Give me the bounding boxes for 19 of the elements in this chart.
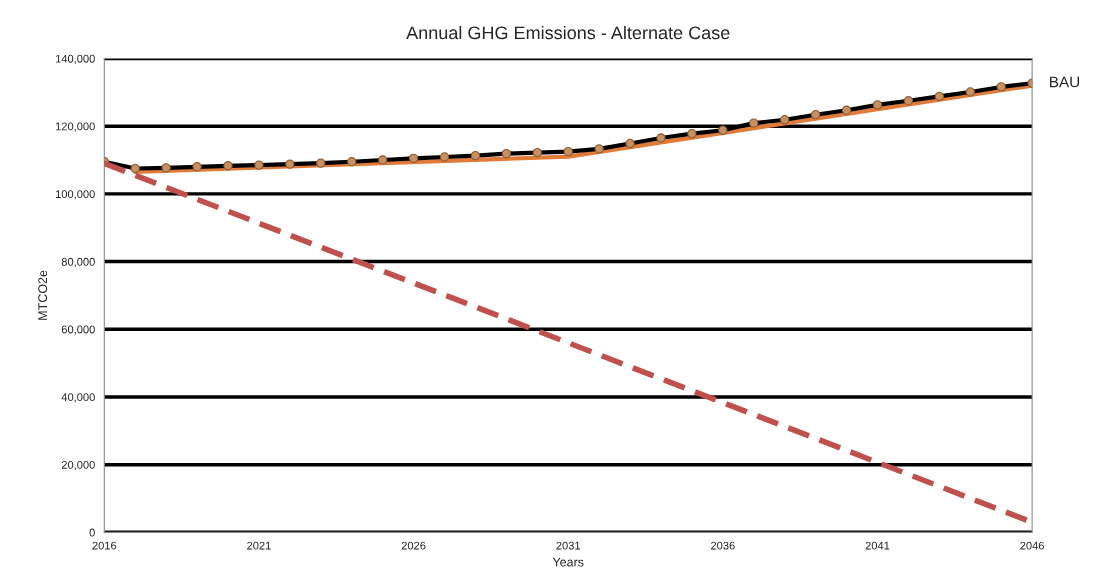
y-tick-label: 140,000 (55, 54, 95, 64)
x-tick-label: 2021 (247, 541, 271, 550)
x-tick-label: 2016 (92, 541, 117, 550)
x-tick-label: 2031 (556, 541, 581, 550)
y-tick-label: 20,000 (61, 460, 95, 471)
y-tick-label: 80,000 (61, 257, 95, 268)
x-tick-label: 2046 (1020, 541, 1044, 550)
y-tick-label: 0 (89, 528, 95, 537)
x-tick-label: 2041 (865, 541, 890, 550)
x-tick-label: 2036 (711, 541, 735, 550)
y-tick-label: 40,000 (61, 393, 95, 403)
y-tick-label: 100,000 (55, 190, 95, 200)
y-tick-label: 60,000 (61, 325, 95, 335)
x-axis-title: Years (552, 557, 584, 567)
chart-title: Annual GHG Emissions - Alternate Case (406, 25, 730, 40)
y-axis-title: MTCO2e (38, 270, 48, 320)
x-tick-label: 2026 (401, 541, 426, 550)
y-tick-label: 120,000 (55, 122, 95, 132)
series-label: BAU (1050, 76, 1080, 88)
